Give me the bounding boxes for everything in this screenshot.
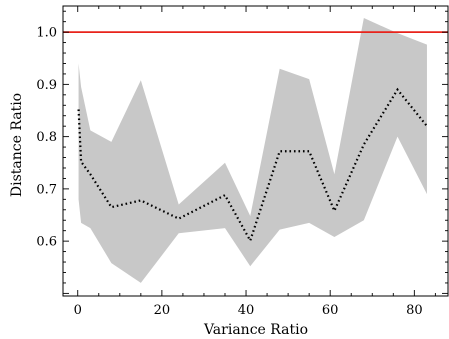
- y-tick-label: 0.9: [36, 78, 57, 93]
- y-tick-label: 1.0: [36, 26, 57, 41]
- x-axis-label: Variance Ratio: [203, 322, 308, 338]
- y-tick-label: 0.6: [36, 235, 57, 250]
- x-tick-label: 0: [74, 303, 82, 318]
- x-tick-label: 20: [154, 303, 171, 318]
- plot-area: [63, 18, 448, 283]
- x-tick-label: 80: [406, 303, 423, 318]
- y-axis-label: Distance Ratio: [9, 93, 25, 197]
- axes: 0 20 40 60 80 0.6 0.7 0.8 0.9 1.0: [36, 5, 449, 318]
- y-tick-label: 0.7: [36, 182, 57, 197]
- x-tick-label: 40: [238, 303, 255, 318]
- plot-frame: [62, 5, 449, 297]
- series-line: [77, 87, 428, 244]
- x-tick-label: 60: [322, 303, 339, 318]
- y-tick-label: 0.8: [36, 130, 57, 145]
- confidence-band: [78, 18, 427, 283]
